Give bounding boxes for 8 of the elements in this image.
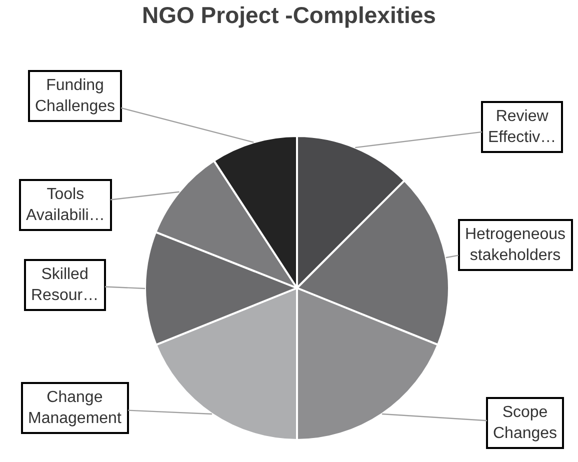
slice-label: Review Effectiv…: [488, 108, 556, 146]
slice-label: Funding Challenges: [35, 77, 116, 115]
chart-title: NGO Project -Complexities: [142, 2, 436, 28]
slice-label: Skilled Resour…: [31, 266, 99, 304]
slice-label: Hetrogeneous stakeholders: [465, 226, 566, 264]
slice-label: Change Management: [28, 389, 122, 427]
slice-label: Tools Availabili…: [26, 186, 105, 224]
slice-label: Scope Changes: [493, 404, 558, 442]
